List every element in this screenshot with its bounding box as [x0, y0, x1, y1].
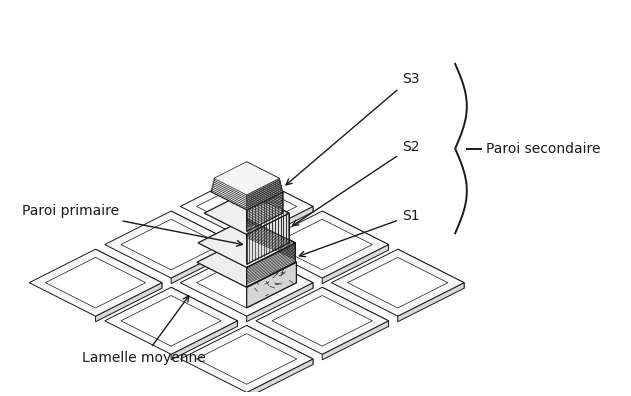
Polygon shape	[247, 178, 280, 196]
Polygon shape	[95, 283, 162, 322]
Polygon shape	[331, 249, 464, 316]
Polygon shape	[247, 262, 297, 308]
Polygon shape	[256, 211, 389, 278]
Polygon shape	[247, 173, 313, 212]
Polygon shape	[247, 190, 282, 209]
Polygon shape	[212, 169, 281, 204]
Polygon shape	[171, 211, 237, 250]
Polygon shape	[213, 163, 280, 197]
Polygon shape	[398, 249, 464, 288]
Polygon shape	[213, 165, 280, 199]
Text: S2: S2	[293, 140, 420, 226]
Polygon shape	[198, 218, 295, 267]
Polygon shape	[247, 243, 295, 287]
Polygon shape	[180, 249, 313, 316]
Polygon shape	[247, 162, 280, 180]
Polygon shape	[180, 326, 313, 392]
Polygon shape	[322, 245, 389, 284]
Polygon shape	[247, 163, 280, 181]
Polygon shape	[247, 187, 281, 206]
Polygon shape	[247, 192, 283, 231]
Polygon shape	[171, 287, 237, 326]
Polygon shape	[247, 359, 313, 396]
Polygon shape	[171, 321, 237, 360]
Polygon shape	[204, 192, 289, 234]
Polygon shape	[121, 219, 221, 270]
Polygon shape	[247, 283, 313, 322]
Polygon shape	[214, 162, 280, 195]
Polygon shape	[247, 173, 283, 213]
Polygon shape	[322, 321, 389, 360]
Polygon shape	[272, 219, 372, 270]
Polygon shape	[247, 183, 281, 202]
Polygon shape	[247, 166, 281, 185]
Polygon shape	[105, 211, 237, 278]
Polygon shape	[29, 249, 162, 316]
Polygon shape	[196, 181, 297, 232]
Polygon shape	[211, 172, 282, 208]
Polygon shape	[171, 245, 237, 284]
Polygon shape	[247, 326, 313, 365]
Polygon shape	[211, 173, 283, 210]
Polygon shape	[180, 173, 313, 240]
Polygon shape	[247, 171, 282, 190]
Text: S1: S1	[299, 209, 420, 257]
Polygon shape	[247, 188, 282, 208]
Polygon shape	[247, 206, 313, 246]
Polygon shape	[105, 287, 237, 354]
Polygon shape	[247, 168, 281, 187]
Polygon shape	[247, 218, 295, 262]
Text: Paroi primaire: Paroi primaire	[21, 204, 242, 246]
Polygon shape	[256, 287, 389, 354]
Polygon shape	[196, 334, 297, 384]
Polygon shape	[398, 283, 464, 322]
Polygon shape	[247, 165, 280, 183]
Polygon shape	[213, 166, 281, 200]
Polygon shape	[348, 257, 448, 308]
Polygon shape	[322, 287, 389, 326]
Polygon shape	[212, 168, 281, 202]
Polygon shape	[247, 172, 282, 192]
Polygon shape	[247, 180, 280, 198]
Polygon shape	[211, 171, 282, 206]
Text: Paroi secondaire: Paroi secondaire	[487, 141, 601, 156]
Polygon shape	[45, 257, 146, 308]
Polygon shape	[247, 237, 297, 283]
Polygon shape	[322, 211, 389, 250]
Polygon shape	[247, 192, 289, 243]
Polygon shape	[272, 295, 372, 346]
Polygon shape	[196, 257, 297, 308]
Polygon shape	[95, 249, 162, 288]
Polygon shape	[197, 237, 297, 287]
Polygon shape	[121, 295, 221, 346]
Text: Lamelle moyenne: Lamelle moyenne	[82, 296, 206, 365]
Polygon shape	[247, 213, 289, 264]
Polygon shape	[247, 185, 281, 204]
Text: S3: S3	[286, 72, 420, 185]
Polygon shape	[247, 249, 313, 288]
Polygon shape	[247, 182, 280, 200]
Polygon shape	[247, 169, 281, 188]
